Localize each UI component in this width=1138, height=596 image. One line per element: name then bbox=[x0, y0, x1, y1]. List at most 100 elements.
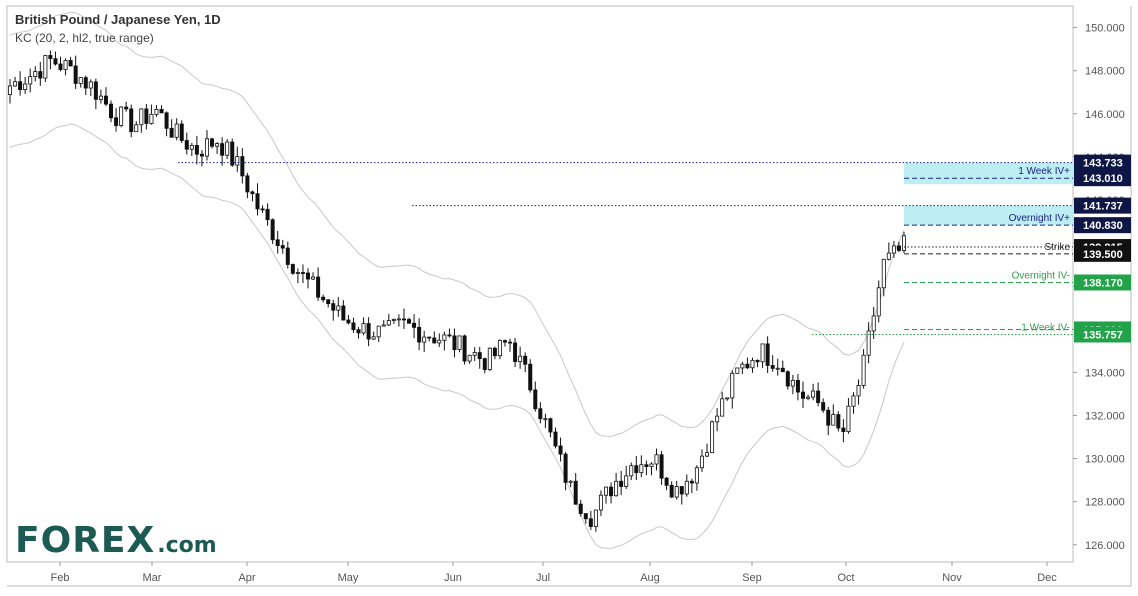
candle-body bbox=[573, 480, 578, 505]
level-label: 1 Week IV- bbox=[1021, 322, 1070, 333]
x-tick-label: Nov bbox=[942, 572, 962, 584]
candle-body bbox=[422, 336, 427, 343]
candle-body bbox=[750, 359, 755, 369]
candle-body bbox=[508, 341, 513, 344]
candle-body bbox=[427, 336, 432, 339]
x-tick-label: Dec bbox=[1037, 572, 1057, 584]
candle-body bbox=[361, 323, 366, 334]
candle-body bbox=[578, 503, 583, 514]
x-tick-label: Feb bbox=[51, 572, 70, 584]
y-tick-label: 130.000 bbox=[1085, 454, 1125, 466]
candle-body bbox=[800, 391, 805, 399]
candle-body bbox=[694, 467, 699, 484]
candle-body bbox=[245, 175, 250, 193]
candle-body bbox=[407, 319, 412, 324]
candle-body bbox=[210, 138, 215, 147]
forex-logo: FOREX .com bbox=[15, 520, 217, 561]
x-tick-label: Jul bbox=[536, 572, 550, 584]
candle-body bbox=[881, 258, 886, 289]
candle-body bbox=[523, 355, 528, 365]
candle-body bbox=[23, 83, 28, 91]
y-tick-label: 134.000 bbox=[1085, 367, 1125, 379]
candle-body bbox=[164, 112, 169, 129]
candle-body bbox=[583, 513, 588, 520]
level-label: Overnight IV+ bbox=[1009, 213, 1071, 224]
candle-body bbox=[199, 153, 204, 157]
candle-body bbox=[533, 389, 538, 410]
candle-body bbox=[649, 463, 654, 468]
candle-body bbox=[220, 143, 225, 156]
candle-body bbox=[371, 336, 376, 340]
candle-body bbox=[710, 421, 715, 454]
candle-body bbox=[816, 390, 821, 404]
price-tag-label: 138.170 bbox=[1083, 277, 1123, 289]
candle-body bbox=[659, 454, 664, 479]
candle-body bbox=[139, 108, 144, 126]
price-tag bbox=[1074, 154, 1131, 171]
candle-body bbox=[644, 464, 649, 468]
candle-body bbox=[558, 445, 563, 455]
one-week-zone bbox=[904, 162, 1073, 185]
candle-body bbox=[159, 109, 164, 114]
price-tag-label: 141.737 bbox=[1083, 201, 1123, 213]
candle-body bbox=[396, 318, 401, 321]
candle-body bbox=[326, 299, 331, 305]
candle-body bbox=[305, 272, 310, 280]
candle-body bbox=[806, 396, 811, 399]
candle-body bbox=[88, 81, 93, 89]
candle-body bbox=[58, 63, 63, 71]
price-tag bbox=[1074, 217, 1131, 234]
candle-body bbox=[891, 245, 896, 254]
candle-body bbox=[821, 402, 826, 411]
candle-body bbox=[624, 475, 629, 487]
candle-body bbox=[215, 143, 220, 147]
candle-body bbox=[240, 156, 245, 177]
candle-body bbox=[785, 371, 790, 387]
candle-body bbox=[765, 343, 770, 366]
candle-body bbox=[740, 363, 745, 369]
y-tick-label: 128.000 bbox=[1085, 497, 1125, 509]
candle-body bbox=[43, 55, 48, 79]
candle-body bbox=[432, 337, 437, 344]
candle-body bbox=[492, 347, 497, 357]
candle-body bbox=[194, 145, 199, 155]
candle-body bbox=[235, 156, 240, 166]
level-label: 1 Week IV+ bbox=[1018, 166, 1070, 177]
candle-body bbox=[270, 219, 275, 241]
candle-body bbox=[654, 454, 659, 465]
candle-body bbox=[568, 480, 573, 483]
candle-body bbox=[275, 239, 280, 246]
candle-body bbox=[513, 342, 518, 362]
candle-body bbox=[826, 409, 831, 426]
candle-body bbox=[184, 140, 189, 150]
candle-body bbox=[497, 340, 502, 357]
candle-body bbox=[836, 414, 841, 429]
candle-body bbox=[639, 464, 644, 474]
y-tick-label: 126.000 bbox=[1085, 540, 1125, 552]
candle-body bbox=[866, 330, 871, 356]
candle-body bbox=[376, 325, 381, 338]
candle-body bbox=[811, 390, 816, 398]
candle-body bbox=[614, 480, 619, 497]
candle-body bbox=[634, 465, 639, 474]
candle-body bbox=[225, 141, 230, 156]
x-tick-label: Aug bbox=[640, 572, 660, 584]
candle-body bbox=[467, 354, 472, 362]
candle-body bbox=[265, 208, 270, 221]
y-tick-label: 132.000 bbox=[1085, 410, 1125, 422]
candle-body bbox=[831, 414, 836, 426]
y-tick-label: 148.000 bbox=[1085, 66, 1125, 78]
candle-body bbox=[588, 518, 593, 527]
candle-body bbox=[33, 71, 38, 78]
candle-body bbox=[669, 484, 674, 498]
candle-body bbox=[351, 322, 356, 331]
plot-frame bbox=[6, 5, 1074, 563]
candle-body bbox=[331, 303, 336, 311]
candle-body bbox=[619, 480, 624, 487]
candle-body bbox=[144, 108, 149, 124]
chart-title: British Pound / Japanese Yen, 1D bbox=[15, 12, 221, 27]
candle-body bbox=[482, 358, 487, 370]
candle-body bbox=[386, 320, 391, 326]
candle-body bbox=[63, 60, 68, 71]
candle-body bbox=[48, 55, 53, 60]
